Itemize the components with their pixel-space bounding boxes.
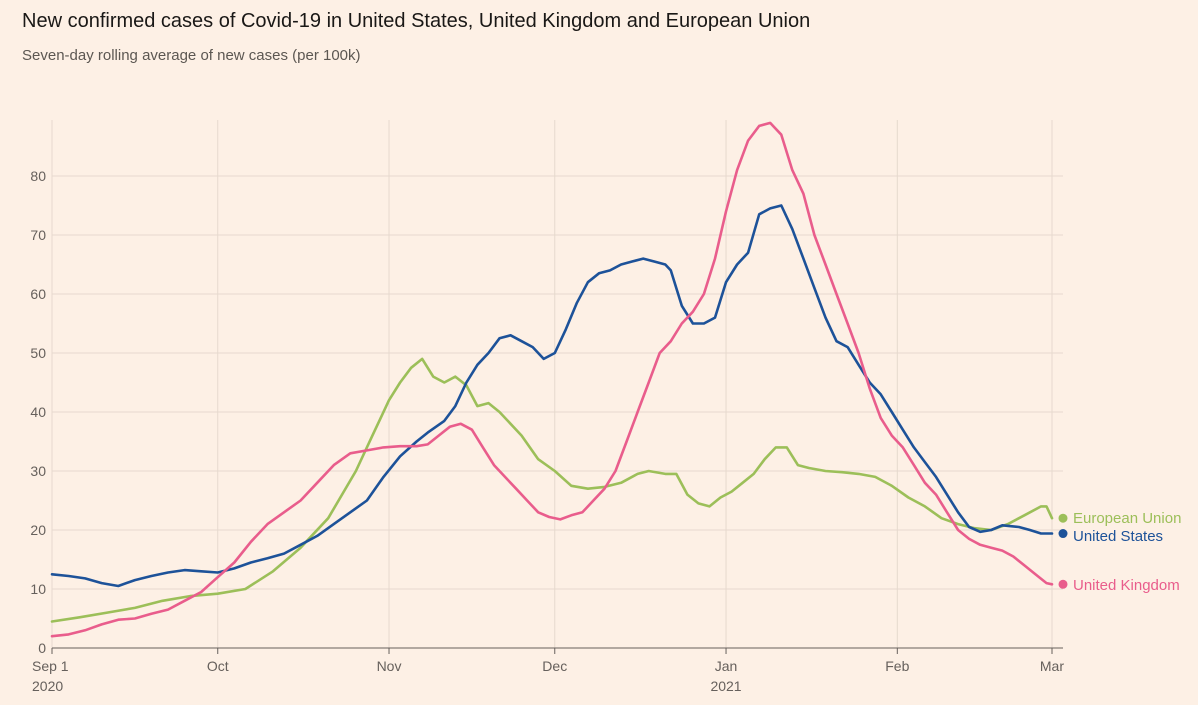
- series-line-united-states: [50, 204, 1054, 588]
- gridlines: [51, 120, 1063, 648]
- x-tick-sublabel: 2021: [710, 678, 741, 694]
- x-tick-label: Mar: [1040, 658, 1064, 674]
- x-tick-label: Dec: [542, 658, 567, 674]
- series-line-united-kingdom: [50, 121, 1054, 638]
- chart-subtitle: Seven-day rolling average of new cases (…: [22, 47, 361, 64]
- legend-dot-european-union: [1058, 513, 1068, 523]
- x-tick-sublabel: 2020: [32, 678, 63, 694]
- y-tick-label: 20: [30, 522, 46, 538]
- x-tick-label: Oct: [207, 658, 229, 674]
- chart-title: New confirmed cases of Covid-19 in Unite…: [22, 10, 811, 32]
- x-tick-label: Nov: [377, 658, 402, 674]
- y-tick-label: 50: [30, 345, 46, 361]
- legend-label-united-states: United States: [1073, 528, 1163, 545]
- y-tick-label: 10: [30, 581, 46, 597]
- y-tick-label: 40: [30, 404, 46, 420]
- legend-label-united-kingdom: United Kingdom: [1073, 577, 1180, 594]
- series-line-european-union: [50, 357, 1054, 623]
- x-axis: Sep 1 2020 Oct Nov Dec Jan 2021 Feb Mar: [32, 647, 1064, 694]
- y-tick-label: 80: [30, 168, 46, 184]
- x-tick-label: Feb: [885, 658, 909, 674]
- x-tick-label: Jan: [715, 658, 738, 674]
- y-axis: 0 10 20 30 40 50 60 70 80: [30, 168, 46, 656]
- legend-label-european-union: European Union: [1073, 510, 1181, 527]
- y-tick-label: 70: [30, 227, 46, 243]
- y-tick-label: 60: [30, 286, 46, 302]
- series-lines: [50, 121, 1054, 638]
- x-tick-label: Sep 1: [32, 658, 69, 674]
- legend-dot-united-states: [1058, 529, 1068, 539]
- y-tick-label: 0: [38, 640, 46, 656]
- legend-dot-united-kingdom: [1058, 579, 1068, 589]
- y-tick-label: 30: [30, 463, 46, 479]
